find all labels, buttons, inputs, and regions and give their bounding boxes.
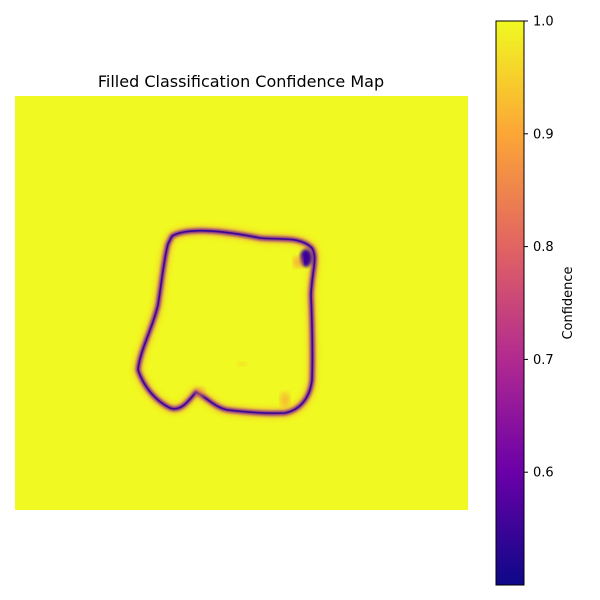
orange-spot-left-notch xyxy=(195,387,205,397)
chart-title: Filled Classification Confidence Map xyxy=(98,72,384,91)
boundary-core xyxy=(137,229,316,415)
colorbar-tick-label: 0.8 xyxy=(533,240,554,255)
orange-spot-top-right xyxy=(293,256,303,268)
colorbar-tick-label: 0.7 xyxy=(533,353,554,368)
orange-spot-center xyxy=(237,362,247,366)
colorbar-label: Confidence xyxy=(561,266,576,339)
colorbar: 0.6 0.7 0.8 0.9 1.0 Confidence xyxy=(495,15,576,586)
colorbar-tick-label: 1.0 xyxy=(533,15,554,30)
colorbar-tick-label: 0.6 xyxy=(533,466,554,481)
orange-spot-bottom xyxy=(280,392,290,408)
heatmap-background xyxy=(15,96,468,510)
colorbar-ticks: 0.6 0.7 0.8 0.9 1.0 xyxy=(524,15,554,481)
colorbar-tick-label: 0.9 xyxy=(533,127,554,142)
heatmap-area xyxy=(15,96,468,510)
colorbar-gradient xyxy=(495,20,525,586)
boundary-blob-top-right xyxy=(300,249,312,267)
